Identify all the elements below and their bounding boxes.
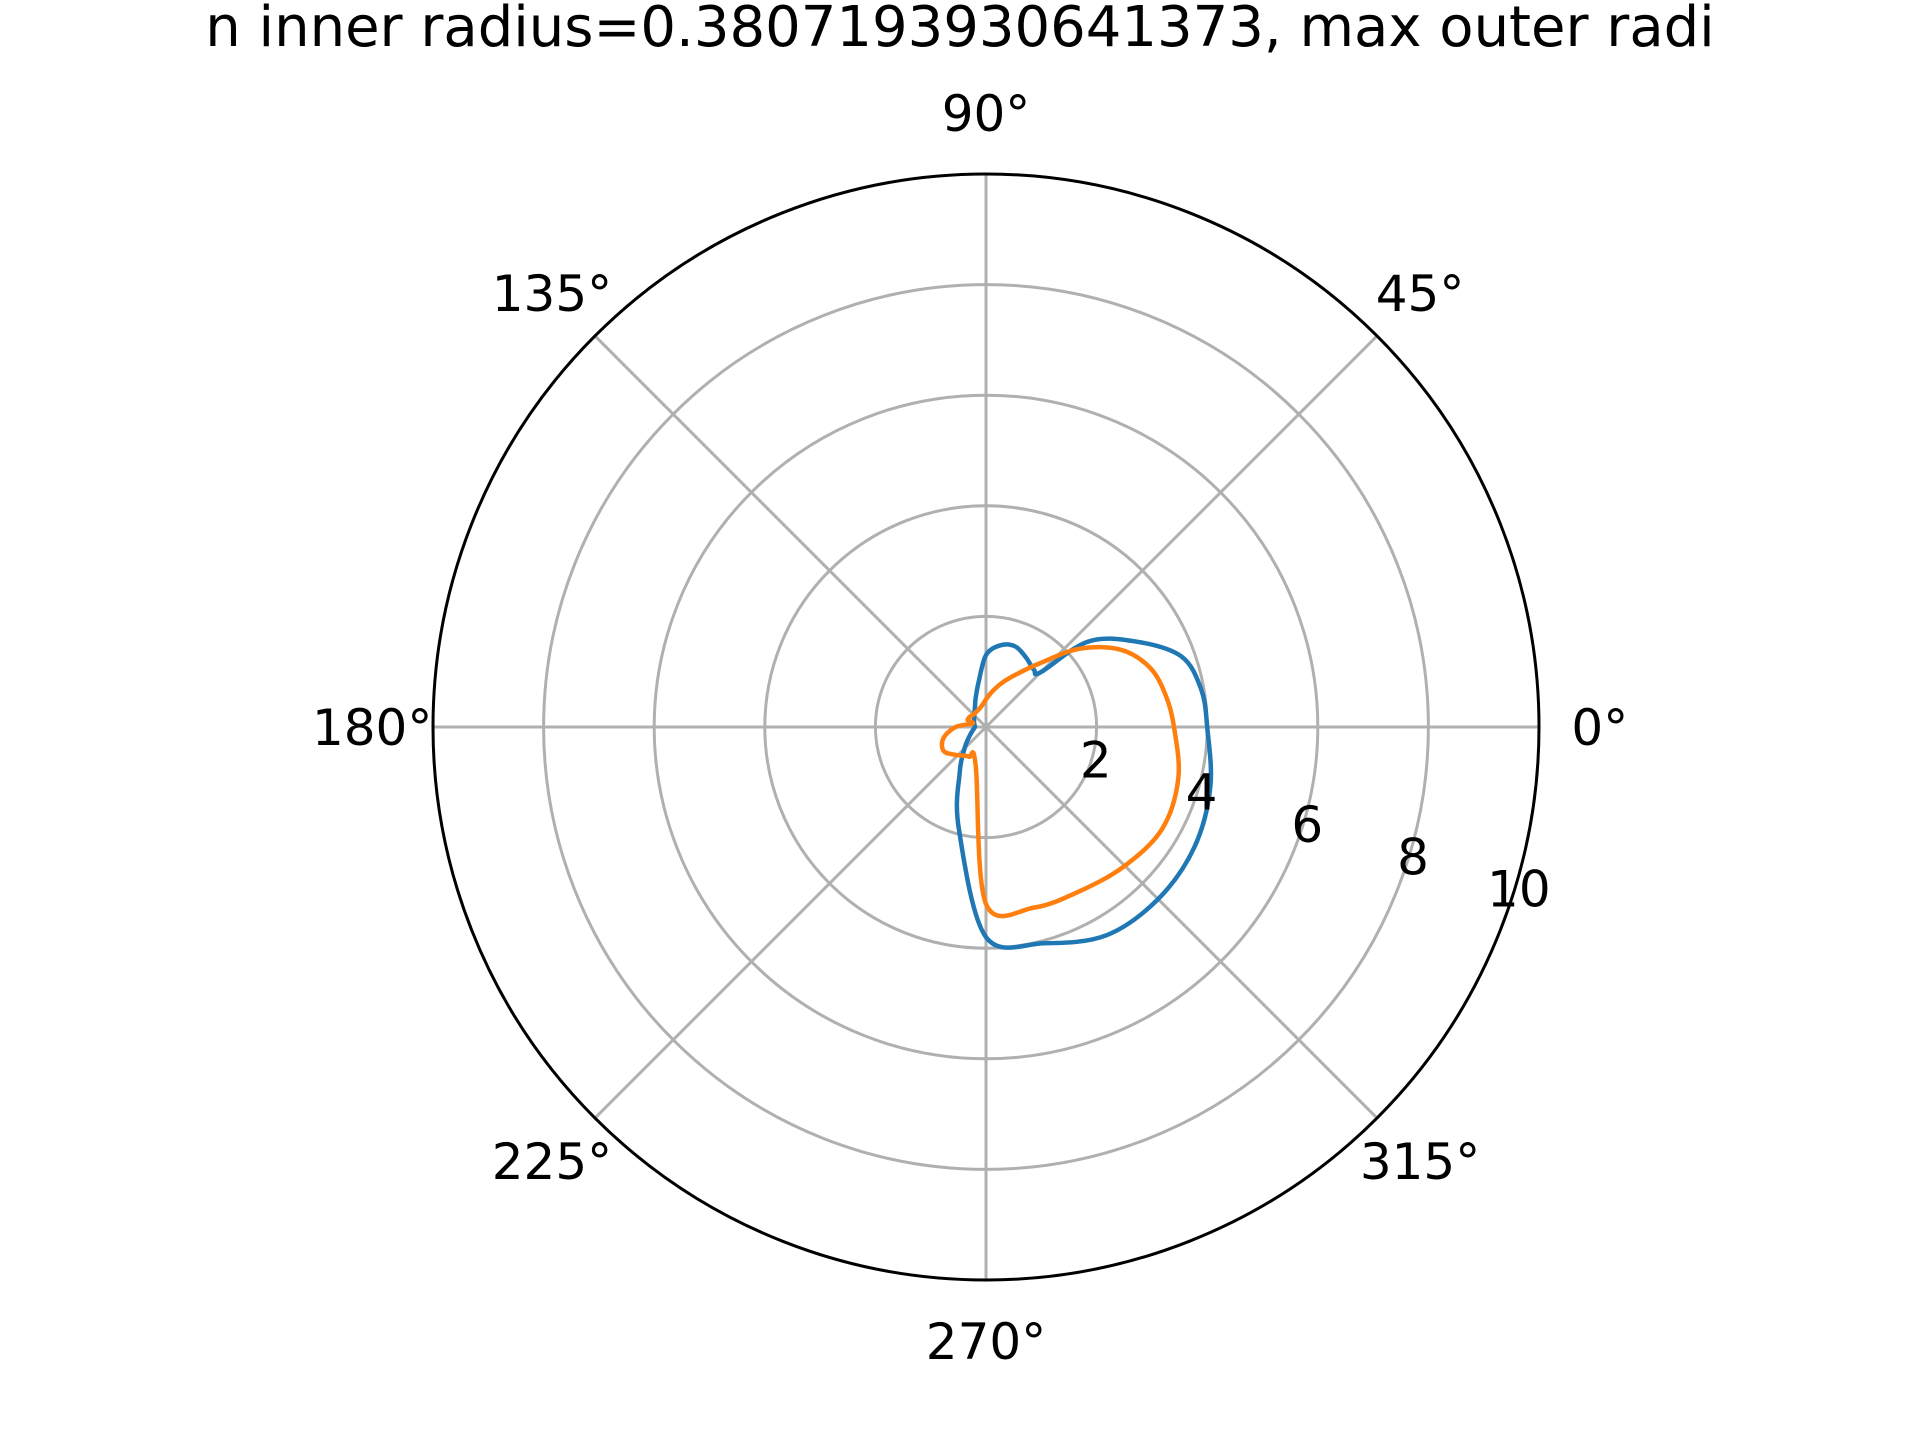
theta-tick-label: 225° xyxy=(492,1133,612,1191)
theta-gridline xyxy=(984,334,1379,729)
theta-gridline xyxy=(593,334,988,729)
r-tick-label: 8 xyxy=(1397,828,1429,886)
polar-frame xyxy=(431,172,1541,1282)
theta-tick-label: 135° xyxy=(492,265,612,323)
theta-tick-label: 0° xyxy=(1571,699,1628,757)
series-line-2 xyxy=(939,644,1182,919)
series-layer xyxy=(939,636,1214,950)
theta-tick-label: 315° xyxy=(1360,1133,1480,1191)
chart-title: n inner radius=0.3807193930641373, max o… xyxy=(205,0,1714,60)
theta-tick-label: 45° xyxy=(1376,265,1465,323)
theta-gridline xyxy=(593,725,988,1120)
series-line-1 xyxy=(954,636,1214,950)
theta-tick-label: 180° xyxy=(312,699,432,757)
r-tick-label: 2 xyxy=(1080,731,1112,789)
r-tick-label: 6 xyxy=(1291,796,1323,854)
theta-tick-label: 90° xyxy=(942,85,1031,143)
r-tick-label: 4 xyxy=(1186,764,1218,822)
tick-labels: 2 4 6 8 10 0° 45° 90° 135° 180° 225° 270° 315° xyxy=(312,85,1628,1371)
theta-gridline xyxy=(984,725,1379,1120)
theta-tick-label: 270° xyxy=(926,1313,1046,1371)
r-tick-label: 10 xyxy=(1487,861,1551,919)
polar-grid xyxy=(431,172,1541,1282)
